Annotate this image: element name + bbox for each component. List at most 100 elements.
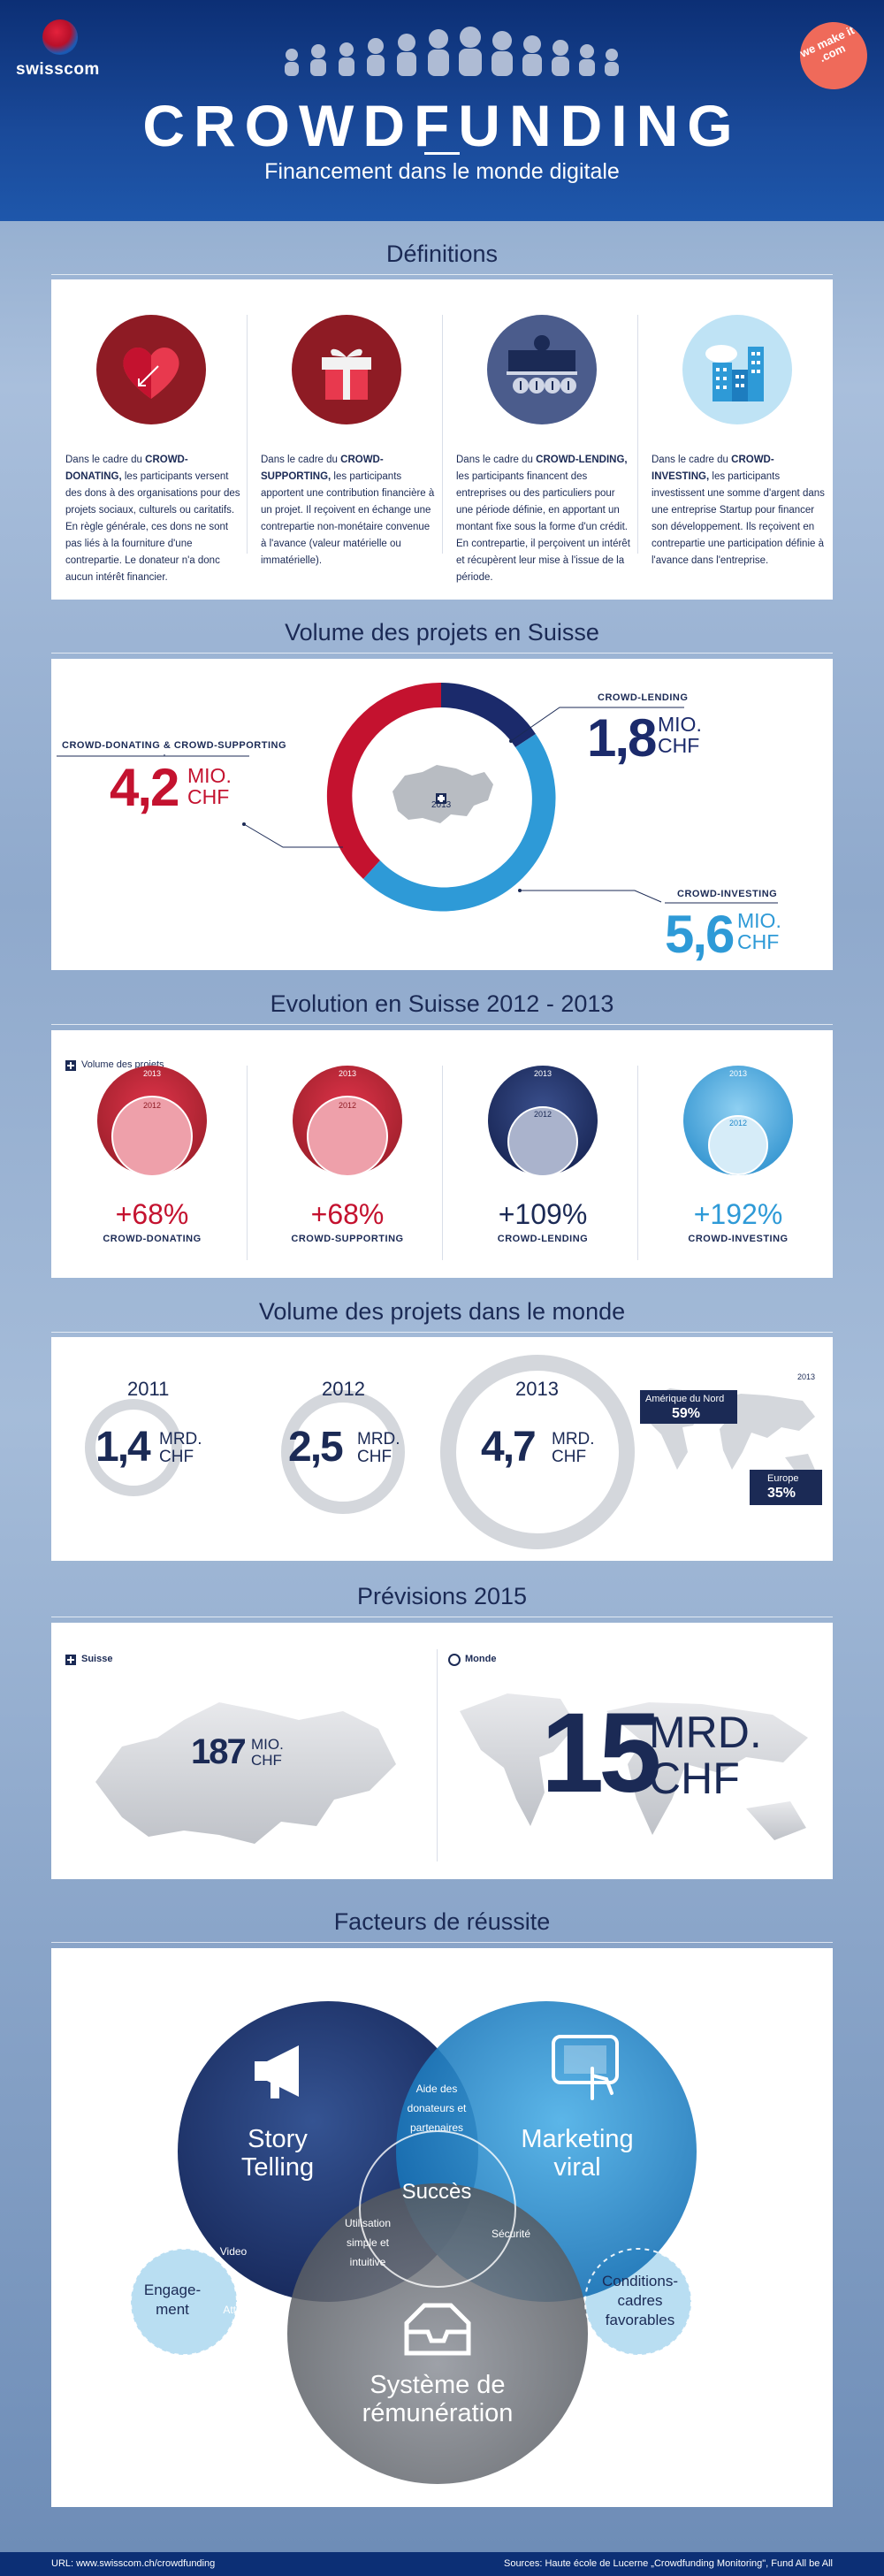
engagement-label: Engage-ment	[143, 2282, 202, 2318]
section-divider	[51, 1942, 833, 1943]
securite-label: Sécurité	[491, 2228, 531, 2240]
evolution-title: Evolution en Suisse 2012 - 2013	[270, 990, 614, 1017]
segment-donating	[326, 682, 441, 879]
segment-label: CROWD-INVESTING	[677, 889, 778, 899]
segment-value: 4,2	[110, 758, 179, 817]
evolution-investing: 2013 2012 +192% CROWD-INVESTING	[643, 1030, 834, 1278]
evolution-panel: Volume des projets 2013 2012 +68% CROWD-…	[51, 1030, 833, 1278]
column-divider	[437, 1649, 438, 1861]
growth-percent: +68%	[115, 1198, 189, 1230]
suisse-label: Suisse	[81, 1654, 113, 1664]
segment-value: 1,8	[587, 708, 657, 768]
definition-lending: Dans le cadre du CROWD-LENDING, les part…	[447, 279, 638, 600]
definition-supporting: Dans le cadre du CROWD-SUPPORTING, les p…	[252, 279, 443, 600]
year-label: 2012	[322, 1378, 365, 1400]
segment-unit: CHF	[658, 734, 700, 757]
year-label: 2012	[338, 1101, 357, 1110]
monde-unit: CHF	[649, 1754, 740, 1803]
growth-inner-circle	[507, 1106, 578, 1177]
connector-line	[510, 707, 582, 742]
inbox-icon	[404, 2303, 471, 2356]
year-label: 2013	[728, 1069, 748, 1078]
engagement-circle	[131, 2249, 237, 2355]
title-divider	[424, 152, 460, 155]
monde-panel: 2011 1,4 MRD. CHF 2012 2,5 MRD. CHF 2013…	[51, 1337, 833, 1561]
facteurs-panel: Story Telling Marketing viral Système de ré…	[51, 1948, 833, 2507]
segment-unit: MIO.	[187, 764, 232, 787]
growth-circle: 2013 2012	[488, 1066, 598, 1177]
segment-unit: CHF	[737, 930, 780, 953]
column-divider	[637, 315, 638, 554]
growth-circle: 2013 2012	[683, 1066, 793, 1175]
wemakeit-logo[interactable]: we make it .com	[789, 11, 879, 101]
facteurs-title: Facteurs de réussite	[333, 1908, 551, 1935]
growth-label: CROWD-DONATING	[103, 1234, 202, 1244]
section-divider	[51, 1332, 833, 1333]
column-divider	[247, 1066, 248, 1260]
growth-percent: +109%	[498, 1198, 588, 1230]
section-divider	[51, 274, 833, 275]
column-divider	[247, 315, 248, 554]
swiss-flag-icon	[65, 1655, 76, 1665]
megaphone-icon	[255, 2045, 299, 2098]
segment-investing	[363, 734, 556, 912]
marketing-label: Marketing viral	[521, 2125, 634, 2182]
volume-value: 4,7	[481, 1424, 537, 1471]
volume-suisse-panel: 2013 CROWD-DONATING & CROWD-SUPPORTING 4…	[51, 659, 833, 970]
world-map	[460, 1693, 808, 1840]
volume-value: 2,5	[288, 1424, 344, 1471]
evolution-supporting: 2013 2012 +68% CROWD-SUPPORTING	[252, 1030, 443, 1278]
segment-unit: MIO.	[737, 909, 781, 932]
growth-inner-circle	[111, 1096, 193, 1177]
suisse-unit: CHF	[251, 1752, 282, 1769]
definition-investing: Dans le cadre du CROWD-INVESTING, les pa…	[643, 279, 834, 600]
segment-unit: MIO.	[658, 713, 702, 736]
year-label: 2013	[515, 1378, 559, 1400]
region-value: 35%	[767, 1486, 796, 1501]
growth-inner-circle	[307, 1096, 388, 1177]
swisscom-mark-icon	[42, 19, 78, 55]
monde-unit: MRD.	[649, 1708, 762, 1757]
region-label: Amérique du Nord	[645, 1394, 725, 1404]
header-banner: swisscom we make it .com CROWDFUNDING Fi…	[0, 0, 884, 221]
segment-label: CROWD-DONATING & CROWD-SUPPORTING	[62, 740, 286, 751]
region-value: 59%	[672, 1406, 701, 1421]
crowd-people-icon	[265, 23, 636, 76]
volume-unit: MRD.	[552, 1430, 595, 1449]
growth-label: CROWD-LENDING	[497, 1234, 589, 1244]
region-callout-eu: Europe 35%	[750, 1470, 822, 1505]
definition-text: Dans le cadre du CROWD-LENDING, les part…	[456, 455, 630, 583]
volume-unit: CHF	[159, 1448, 194, 1466]
swiss-flag-icon	[65, 1060, 76, 1071]
year-label: 2012	[142, 1101, 162, 1110]
growth-percent: +192%	[693, 1198, 783, 1230]
volume-value: 1,4	[95, 1424, 151, 1471]
systeme-circle	[287, 2183, 588, 2484]
connector-line	[243, 823, 343, 848]
connector-line	[520, 890, 662, 903]
swisscom-logo[interactable]: swisscom	[16, 19, 113, 81]
storytelling-label: Story Telling	[240, 2125, 315, 2182]
video-label: Video	[219, 2245, 248, 2258]
definition-text: Dans le cadre du CROWD-DONATING, les par…	[65, 455, 240, 583]
attrait-label: Attrait	[223, 2304, 251, 2316]
year-label: 2013	[142, 1069, 162, 1078]
growth-percent: +68%	[310, 1198, 385, 1230]
evolution-donating: 2013 2012 +68% CROWD-DONATING	[57, 1030, 248, 1278]
definitions-title: Définitions	[385, 241, 499, 267]
monde-label: Monde	[465, 1654, 497, 1664]
section-divider	[51, 653, 833, 654]
venn-diagram	[130, 2001, 697, 2484]
section-divider	[51, 1024, 833, 1025]
map-year: 2013	[797, 1372, 816, 1381]
volume-unit: CHF	[552, 1448, 587, 1466]
suisse-value: 187	[191, 1732, 247, 1771]
year-label: 2013	[338, 1069, 357, 1078]
growth-inner-circle	[708, 1115, 768, 1175]
footer-url[interactable]: URL: www.swisscom.ch/crowdfunding	[51, 2558, 216, 2569]
segment-value: 5,6	[665, 905, 735, 964]
volume-unit: CHF	[357, 1448, 392, 1466]
switzerland-map	[95, 1702, 396, 1844]
succes-label: Succès	[401, 2180, 472, 2204]
segment-unit: CHF	[187, 785, 230, 808]
